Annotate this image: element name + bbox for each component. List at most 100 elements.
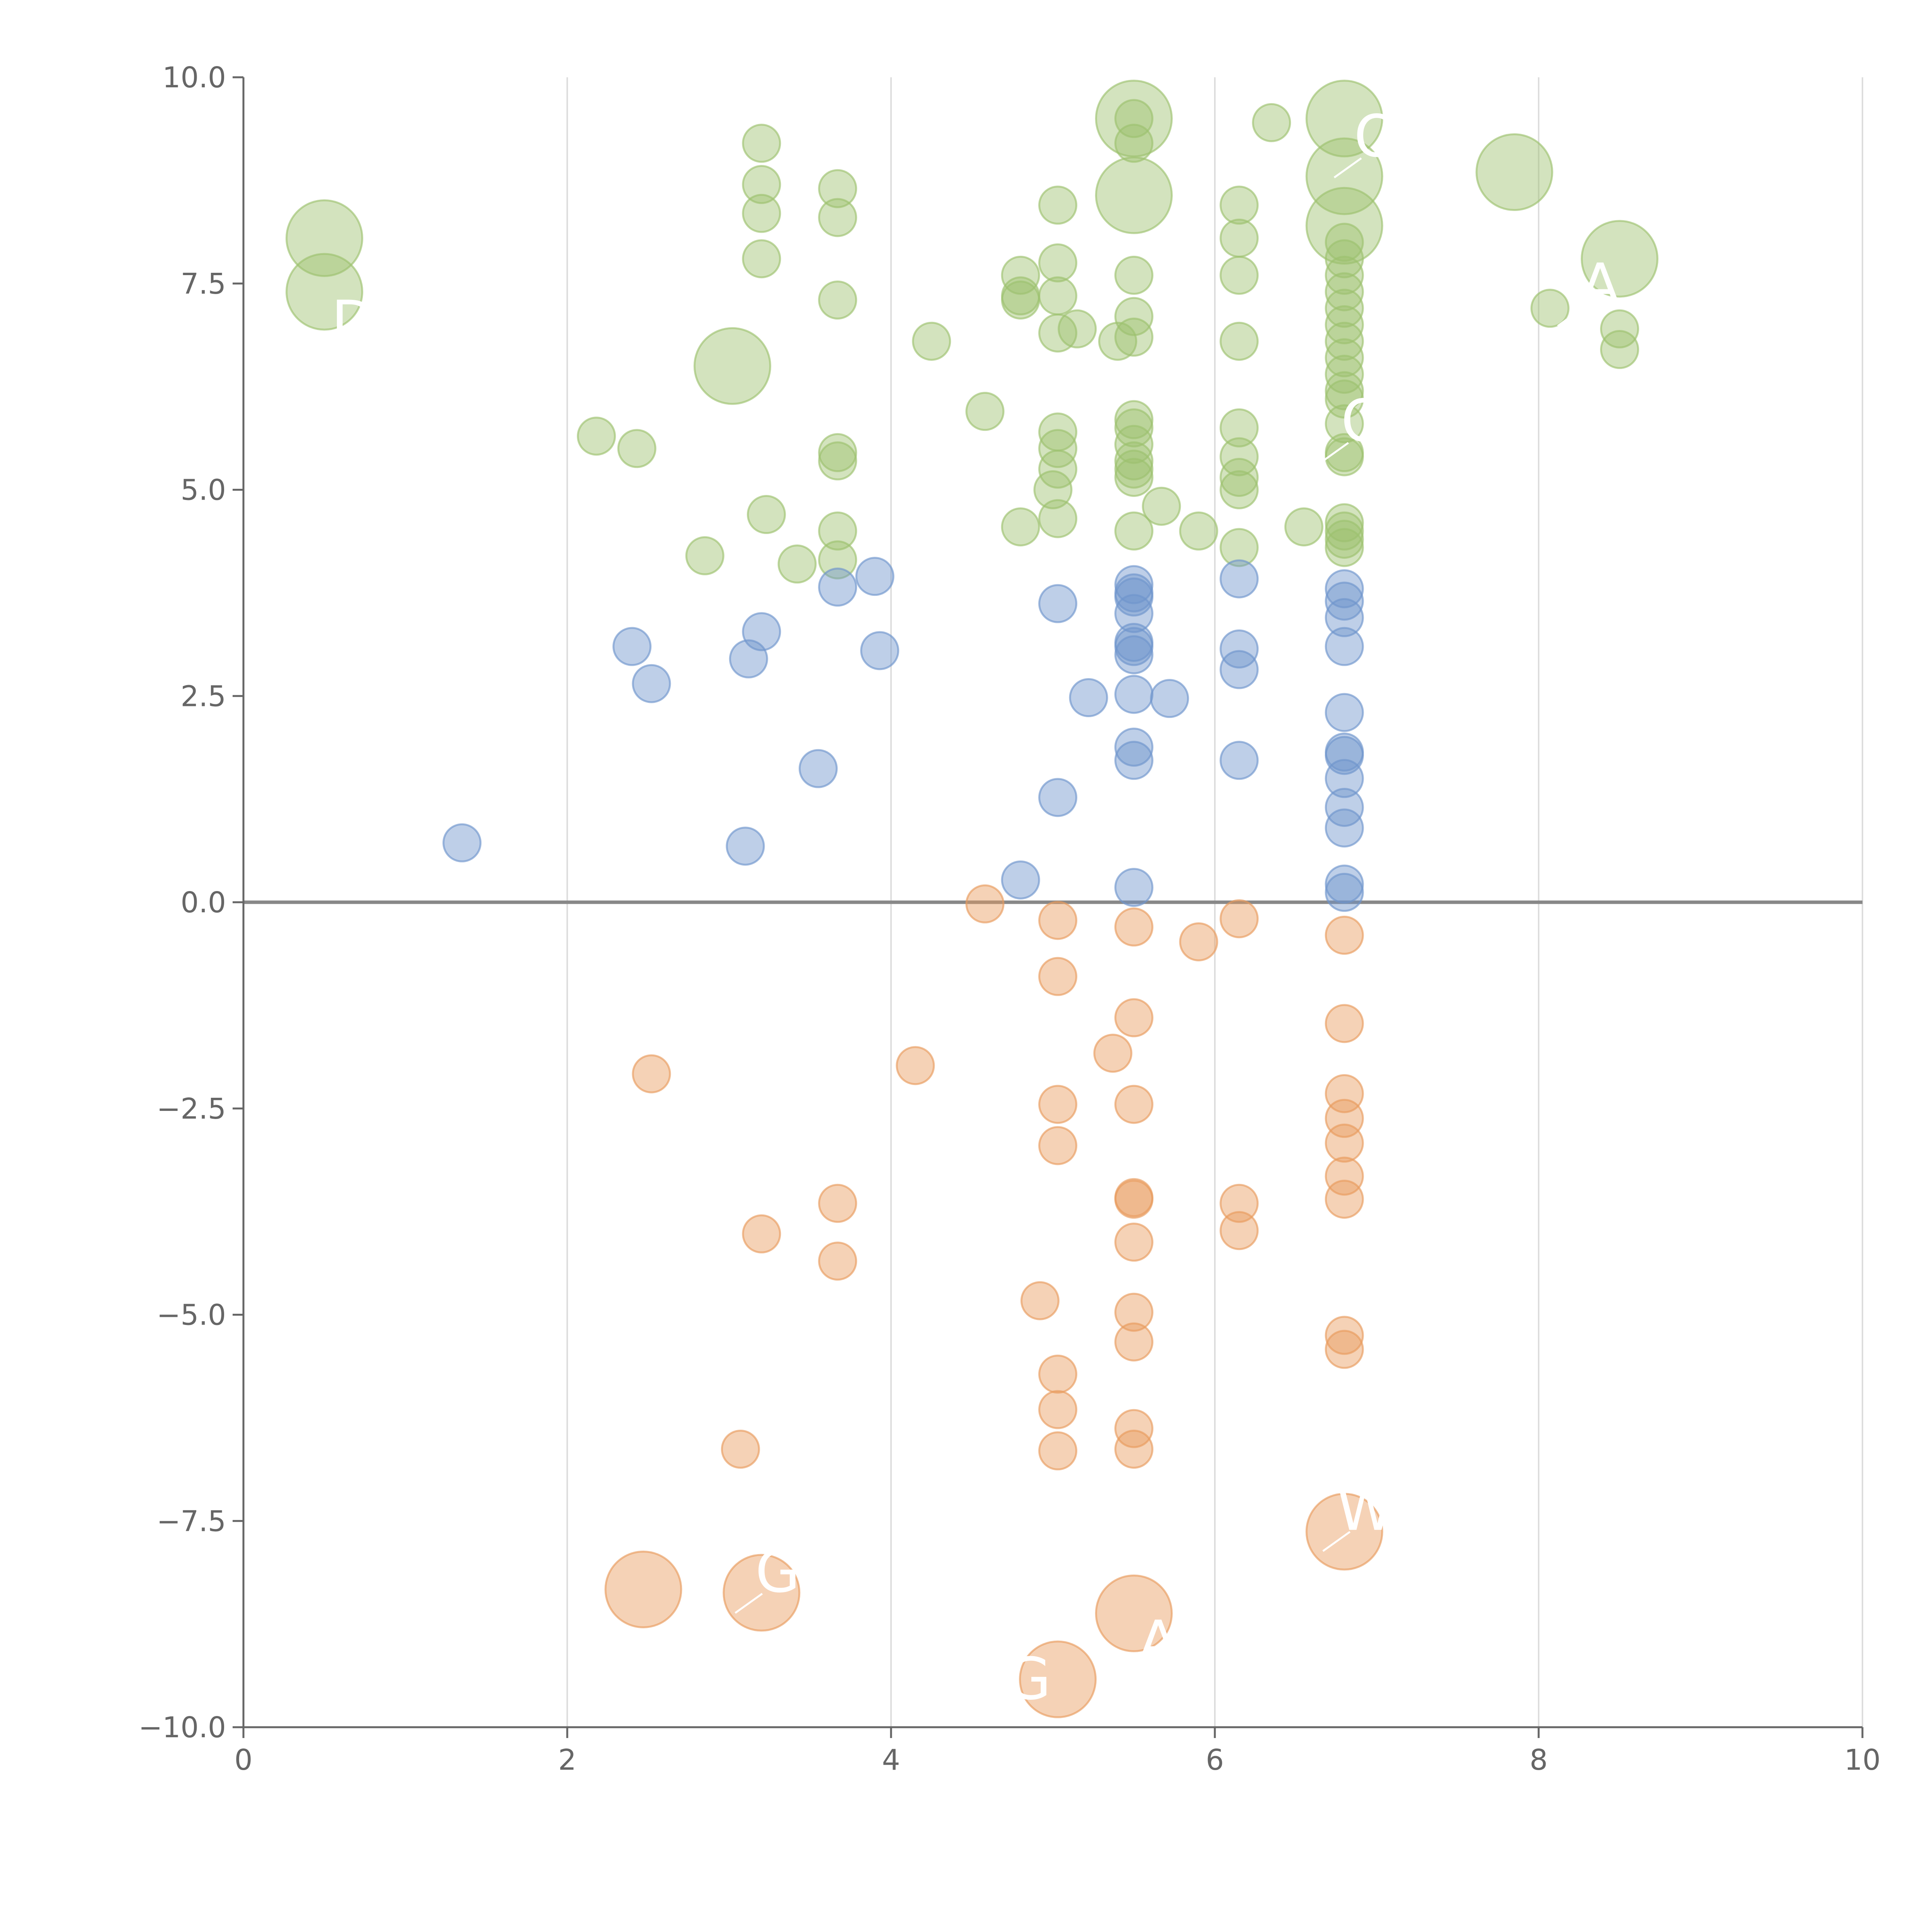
point-green-85	[1325, 528, 1364, 567]
point-blue-21	[1114, 675, 1153, 714]
point-green-61	[1219, 321, 1259, 361]
point-blue-19	[1114, 627, 1153, 666]
point-green-87	[1600, 309, 1639, 349]
y-tick-label-0: −10.0	[138, 1711, 226, 1744]
point-green-62	[1219, 408, 1259, 447]
y-tick-label-5: 2.5	[180, 680, 226, 713]
annotation-label-7: D	[331, 289, 376, 356]
point-blue-12	[1038, 778, 1078, 817]
point-green-32	[1038, 185, 1078, 225]
annotation-leader-5	[1557, 306, 1585, 327]
point-green-69	[1325, 239, 1364, 279]
point-blue-38	[1325, 787, 1364, 827]
point-green-2	[693, 327, 771, 405]
point-orange-32	[1219, 899, 1259, 939]
point-orange-18	[1038, 1390, 1078, 1429]
y-tick-label-6: 5.0	[180, 474, 226, 507]
point-green-27	[965, 392, 1005, 431]
point-blue-25	[1150, 679, 1189, 718]
point-green-21	[818, 441, 857, 481]
point-green-54	[1098, 321, 1138, 361]
point-green-9	[1581, 220, 1658, 298]
point-green-68	[1325, 223, 1364, 262]
point-orange-8	[818, 1184, 857, 1223]
x-tick-label-4: 8	[1529, 1743, 1548, 1777]
point-blue-9	[860, 631, 900, 670]
annotation-leader-7	[310, 343, 339, 364]
point-green-0	[286, 199, 363, 277]
point-green-60	[1219, 255, 1259, 295]
point-orange-29	[1114, 1409, 1153, 1448]
x-tick-label-2: 4	[882, 1743, 900, 1777]
x-tick-label-0: 0	[234, 1743, 252, 1777]
point-green-55	[1142, 486, 1181, 526]
point-green-24	[818, 540, 857, 580]
point-blue-36	[1325, 736, 1364, 775]
point-green-25	[777, 544, 817, 584]
point-green-14	[818, 169, 857, 208]
point-blue-17	[1114, 594, 1153, 633]
point-green-57	[1252, 103, 1291, 142]
point-green-41	[1058, 309, 1097, 349]
point-orange-0	[604, 1550, 682, 1628]
point-green-50	[1114, 441, 1153, 481]
point-blue-34	[1325, 693, 1364, 732]
point-green-6	[1305, 137, 1383, 215]
point-green-77	[1325, 371, 1364, 410]
annotation-label-1: A	[1138, 1609, 1178, 1676]
point-orange-33	[1219, 1184, 1259, 1223]
point-blue-41	[1325, 872, 1364, 912]
annotation-label-5: A	[1580, 252, 1620, 319]
point-blue-26	[1219, 559, 1259, 599]
point-green-74	[1325, 321, 1364, 361]
point-orange-27	[1114, 1293, 1153, 1332]
point-blue-0	[442, 823, 482, 862]
point-blue-24	[1114, 868, 1153, 907]
point-green-17	[912, 321, 951, 361]
point-green-73	[1325, 305, 1364, 344]
point-green-66	[1219, 528, 1259, 567]
point-green-79	[1325, 404, 1364, 444]
point-blue-29	[1219, 741, 1259, 780]
point-blue-6	[798, 749, 838, 788]
annotation-leader-3	[1322, 1531, 1351, 1552]
point-blue-31	[1325, 582, 1364, 621]
point-blue-39	[1325, 808, 1364, 848]
annotation-label-4: O	[1354, 103, 1400, 170]
point-blue-8	[855, 557, 895, 596]
y-tick-label-8: 10.0	[162, 61, 226, 94]
annotation-leaders	[310, 157, 1585, 1721]
point-blue-2	[632, 664, 671, 703]
point-green-12	[742, 194, 781, 233]
point-green-11	[742, 165, 781, 204]
point-orange-17	[1038, 1354, 1078, 1394]
point-orange-3	[1019, 1640, 1097, 1718]
point-green-59	[1219, 218, 1259, 258]
point-green-65	[1219, 470, 1259, 509]
y-tick-label-3: −2.5	[156, 1092, 226, 1126]
point-orange-6	[721, 1430, 760, 1469]
annotation-leader-4	[1333, 157, 1362, 179]
point-orange-36	[1325, 1004, 1364, 1043]
point-green-48	[1114, 408, 1153, 447]
point-blue-27	[1219, 629, 1259, 669]
point-green-34	[1038, 276, 1078, 316]
point-blue-5	[742, 612, 781, 651]
point-blue-22	[1114, 728, 1153, 767]
point-green-13	[742, 239, 781, 279]
point-green-84	[1325, 520, 1364, 559]
point-green-44	[1114, 255, 1153, 295]
point-green-18	[577, 417, 616, 456]
point-blue-16	[1114, 577, 1153, 617]
point-orange-13	[1038, 901, 1078, 940]
point-green-71	[1325, 272, 1364, 311]
point-orange-25	[1114, 1180, 1153, 1219]
point-green-64	[1219, 457, 1259, 497]
point-green-40	[1038, 499, 1078, 538]
point-blue-33	[1325, 627, 1364, 666]
point-green-75	[1325, 338, 1364, 378]
annotation-leader-0	[985, 1700, 1014, 1721]
y-tick-label-4: 0.0	[180, 886, 226, 919]
point-orange-41	[1325, 1180, 1364, 1219]
point-green-28	[1001, 507, 1040, 547]
